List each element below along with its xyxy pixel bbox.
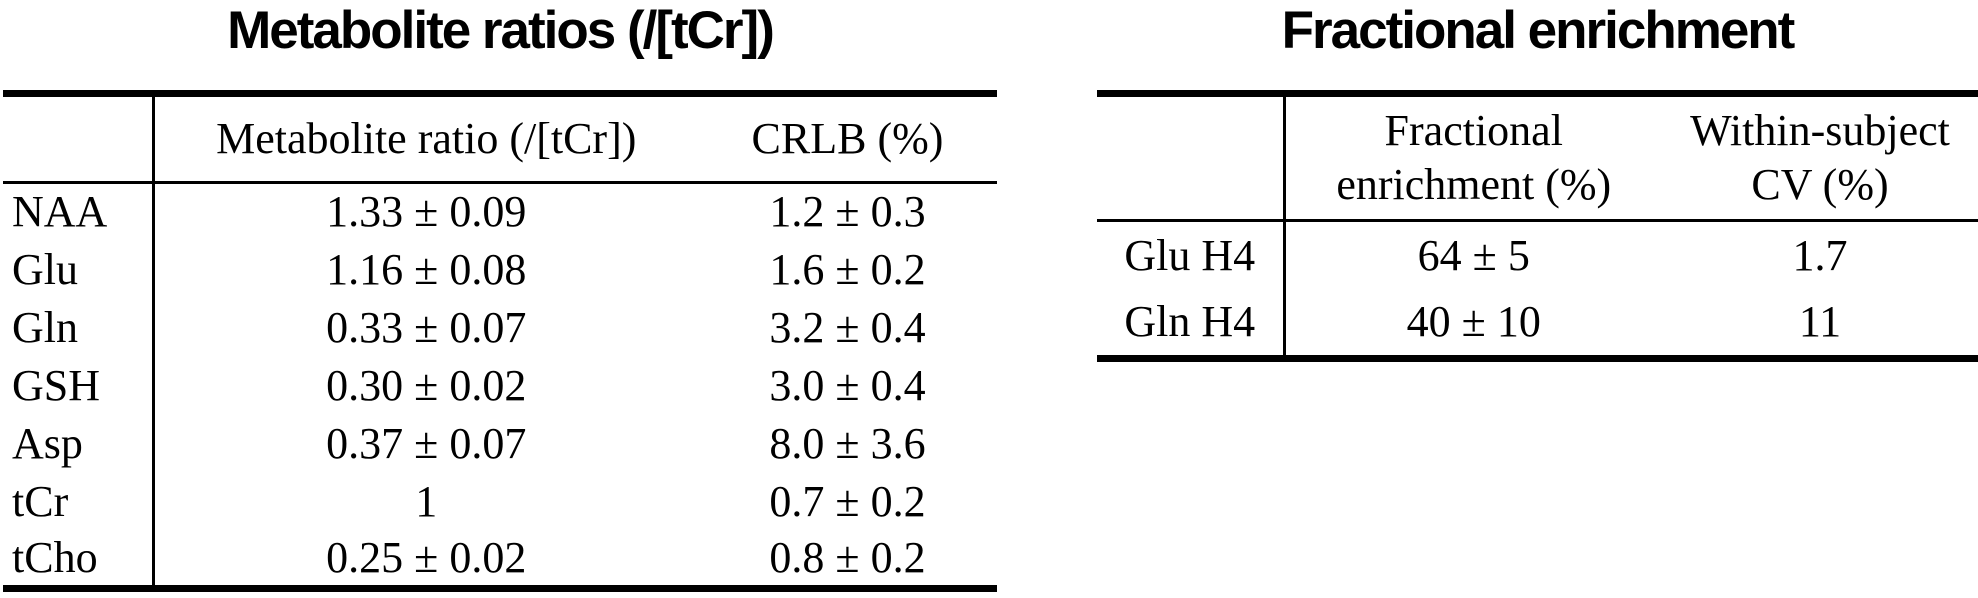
ratio-value-cell: 0.30 ± 0.02 xyxy=(326,360,527,410)
table-row-gsh: GSH 0.30 ± 0.02 3.0 ± 0.4 xyxy=(3,356,997,415)
metabolite-corner-cell xyxy=(3,93,155,183)
fractional-enrichment-title: Fractional enrichment xyxy=(1281,1,1796,60)
crlb-value-cell: 0.8 ± 0.2 xyxy=(769,532,926,582)
table-row-asp: Asp 0.37 ± 0.07 8.0 ± 3.6 xyxy=(3,414,997,473)
crlb-value-cell: 8.0 ± 3.6 xyxy=(769,418,926,468)
metabolite-label-cell: Asp xyxy=(3,414,155,473)
metabolite-label-cell: GSH xyxy=(3,356,155,415)
table-row-gln: Gln 0.33 ± 0.07 3.2 ± 0.4 xyxy=(3,298,997,357)
ratio-value-cell: 0.25 ± 0.02 xyxy=(326,532,527,582)
table-row-tcr: tCr 1 0.7 ± 0.2 xyxy=(3,472,997,531)
crlb-column-header: CRLB (%) xyxy=(751,114,944,163)
ratio-value-cell: 1 xyxy=(415,476,438,526)
enrichment-corner-cell xyxy=(1097,93,1286,221)
table-row-glu: Glu 1.16 ± 0.08 1.6 ± 0.2 xyxy=(3,240,997,299)
metabolite-header-row: Metabolite ratio (/[tCr]) CRLB (%) xyxy=(3,93,997,183)
metabolite-label-cell: tCho xyxy=(3,530,155,589)
metabolite-ratios-table: Metabolite ratio (/[tCr]) CRLB (%) NAA 1… xyxy=(3,90,997,592)
ratio-value-cell: 0.37 ± 0.07 xyxy=(326,418,527,468)
fractional-enrichment-column-header: Fractional enrichment (%) xyxy=(1336,106,1612,209)
table-row-glu-h4: Glu H4 64 ± 5 1.7 xyxy=(1097,220,1978,290)
metabolite-label-cell: NAA xyxy=(3,182,155,241)
metabolite-ratio-column-header: Metabolite ratio (/[tCr]) xyxy=(216,114,637,163)
metabolite-label-cell: tCr xyxy=(3,472,155,531)
ratio-value-cell: 1.16 ± 0.08 xyxy=(326,244,527,294)
metabolite-ratios-title: Metabolite ratios (/[tCr]) xyxy=(227,1,775,60)
fractional-enrichment-panel: Fractional enrichment Fractional enrichm… xyxy=(1097,0,1978,362)
crlb-value-cell: 3.0 ± 0.4 xyxy=(769,360,926,410)
ratio-value-cell: 1.33 ± 0.09 xyxy=(326,187,527,237)
within-subject-cv-column-header: Within-subject CV (%) xyxy=(1690,106,1950,209)
crlb-value-cell: 0.7 ± 0.2 xyxy=(769,476,926,526)
table-row-gln-h4: Gln H4 40 ± 10 11 xyxy=(1097,289,1978,359)
crlb-value-cell: 1.6 ± 0.2 xyxy=(769,244,926,294)
enrichment-label-cell: Gln H4 xyxy=(1097,289,1286,359)
enrichment-value-cell: 64 ± 5 xyxy=(1417,230,1530,280)
fractional-enrichment-table: Fractional enrichment (%) Within-subject… xyxy=(1097,90,1978,362)
table-row-naa: NAA 1.33 ± 0.09 1.2 ± 0.3 xyxy=(3,182,997,241)
enrichment-label-cell: Glu H4 xyxy=(1097,220,1286,290)
table-row-tcho: tCho 0.25 ± 0.02 0.8 ± 0.2 xyxy=(3,530,997,589)
enrichment-value-cell: 40 ± 10 xyxy=(1406,297,1541,347)
metabolite-ratios-panel: Metabolite ratios (/[tCr]) Metabolite ra… xyxy=(3,0,997,592)
ratio-value-cell: 0.33 ± 0.07 xyxy=(326,302,527,352)
crlb-value-cell: 1.2 ± 0.3 xyxy=(769,187,926,237)
metabolite-label-cell: Glu xyxy=(3,240,155,299)
enrichment-header-row: Fractional enrichment (%) Within-subject… xyxy=(1097,93,1978,221)
cv-value-cell: 1.7 xyxy=(1792,230,1848,280)
metabolite-label-cell: Gln xyxy=(3,298,155,357)
crlb-value-cell: 3.2 ± 0.4 xyxy=(769,302,926,352)
cv-value-cell: 11 xyxy=(1798,297,1842,347)
